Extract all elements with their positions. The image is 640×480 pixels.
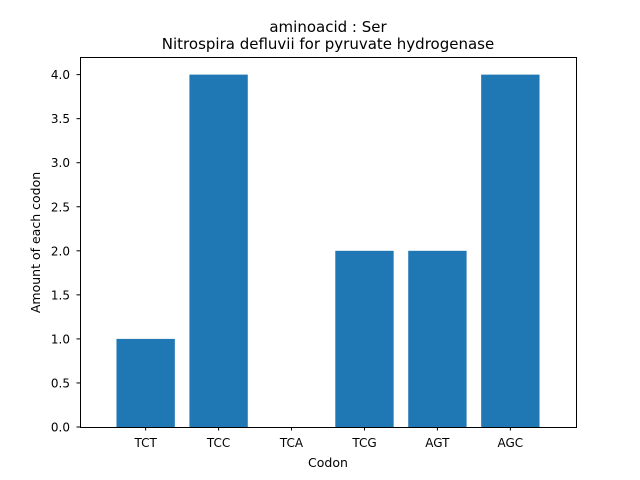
bars-group — [116, 74, 540, 427]
bar-tcg — [335, 250, 394, 427]
y-tick-label: 3.0 — [51, 156, 70, 170]
y-tick-label: 4.0 — [51, 68, 70, 82]
y-tick-label: 1.0 — [51, 332, 70, 346]
plot-frame — [80, 57, 577, 428]
x-tick-label: TCG — [351, 436, 376, 450]
bar-tcc — [189, 74, 248, 427]
bar-tct — [116, 338, 175, 427]
x-tick-label: TCA — [279, 436, 304, 450]
x-axis: TCT TCC TCA TCG AGT AGC — [133, 427, 523, 450]
x-tick-label: AGC — [498, 436, 524, 450]
x-axis-label: Codon — [308, 455, 348, 470]
y-axis: 0.0 0.5 1.0 1.5 2.0 2.5 3.0 3.5 4.0 — [51, 68, 80, 435]
x-tick-label: TCT — [133, 436, 157, 450]
y-tick-label: 2.0 — [51, 244, 70, 258]
y-tick-label: 3.5 — [51, 112, 70, 126]
y-tick-label: 0.0 — [51, 421, 70, 435]
y-tick-label: 1.5 — [51, 288, 70, 302]
x-tick-label: TCC — [206, 436, 230, 450]
bar-agt — [408, 250, 467, 427]
chart-subtitle: Nitrospira defluvii for pyruvate hydroge… — [162, 35, 494, 53]
bar-agc — [481, 74, 540, 427]
chart-title: aminoacid : Ser — [269, 18, 387, 36]
y-axis-label: Amount of each codon — [28, 172, 43, 313]
y-tick-label: 2.5 — [51, 200, 70, 214]
x-tick-label: AGT — [425, 436, 450, 450]
y-tick-label: 0.5 — [51, 376, 70, 390]
